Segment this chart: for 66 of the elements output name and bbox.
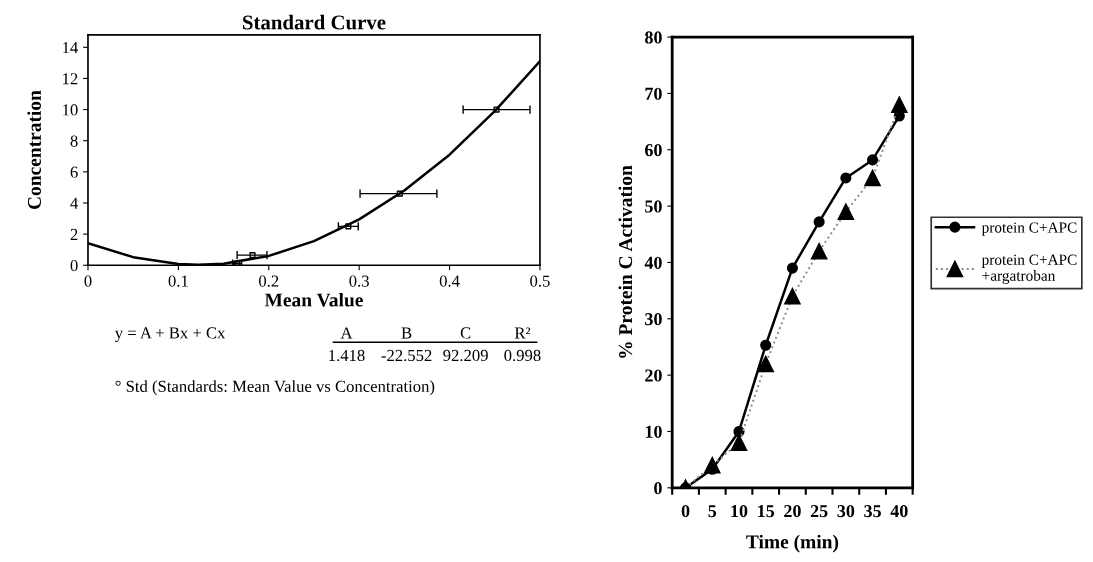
point (703, 456, 721, 474)
y-tick-label: 50 (645, 200, 662, 213)
point (784, 287, 801, 305)
legend-label: protein C+APC (981, 222, 1077, 236)
y-tick-label: 60 (645, 144, 662, 157)
y-tick-label: 4 (70, 197, 78, 209)
y-tick-label: 0 (70, 259, 78, 272)
x-tick-label: 0.1 (168, 275, 188, 287)
y-tick-label: 20 (645, 369, 662, 382)
point (760, 339, 772, 351)
x-tick-label: 5 (708, 505, 717, 518)
x-tick-label: 0.2 (258, 275, 279, 287)
text: -22.552 (381, 349, 432, 362)
y-tick-label: 30 (645, 313, 662, 326)
x-axis-title: Mean Value (264, 292, 363, 307)
x-tick-label: 15 (758, 505, 775, 518)
text: R² (514, 327, 531, 339)
text: B (401, 327, 412, 339)
x-tick-label: 40 (890, 505, 908, 518)
point (867, 154, 879, 166)
y-tick-label: 14 (63, 42, 78, 54)
x-tick-label: 35 (864, 505, 881, 518)
text: y = A + Bx + Cx (114, 327, 226, 342)
text: C (460, 327, 471, 339)
y-tick-label: 40 (644, 256, 662, 269)
text: A (340, 327, 353, 339)
y-tick-label: 12 (63, 73, 78, 85)
point (786, 262, 798, 274)
point (810, 242, 828, 260)
y-tick-label: 10 (63, 104, 78, 116)
y-axis-title: % Protein C Activation (618, 165, 633, 358)
x-tick-label: 0.5 (530, 275, 550, 287)
point (345, 223, 352, 230)
y-tick-label: 0 (654, 482, 662, 495)
point (813, 216, 825, 228)
x-tick-label: 0 (681, 505, 690, 518)
point (757, 355, 775, 373)
point (837, 203, 855, 221)
x-tick-label: 0.4 (439, 275, 460, 287)
x-tick-label: 0 (84, 275, 92, 287)
text: ° Std (Standards: Mean Value vs Concentration) (115, 380, 435, 396)
chart-title: Standard Curve (243, 14, 386, 30)
text: 1.418 (329, 349, 365, 362)
x-tick-label: 10 (731, 505, 748, 518)
legend-label: protein C+APC +argatroban (981, 254, 1077, 284)
y-tick-label: 2 (70, 228, 78, 240)
x-tick-label: 20 (784, 505, 801, 518)
point (864, 169, 881, 187)
point (396, 190, 403, 197)
x-axis-title: Time (min) (746, 534, 839, 553)
x-tick-label: 25 (810, 505, 828, 518)
point (249, 252, 256, 259)
y-axis-title: Concentration (27, 90, 41, 210)
point (890, 96, 908, 114)
text: 0.998 (504, 349, 541, 362)
x-tick-label: 30 (837, 505, 855, 518)
y-tick-label: 10 (645, 425, 662, 438)
text: 92.209 (443, 349, 488, 362)
y-tick-label: 80 (645, 31, 662, 44)
y-tick-label: 8 (70, 135, 78, 147)
y-tick-label: 70 (645, 87, 662, 100)
point (730, 434, 748, 452)
point (493, 106, 500, 113)
y-tick-label: 6 (70, 166, 78, 178)
point (840, 172, 852, 184)
x-tick-label: 0.3 (349, 275, 369, 287)
